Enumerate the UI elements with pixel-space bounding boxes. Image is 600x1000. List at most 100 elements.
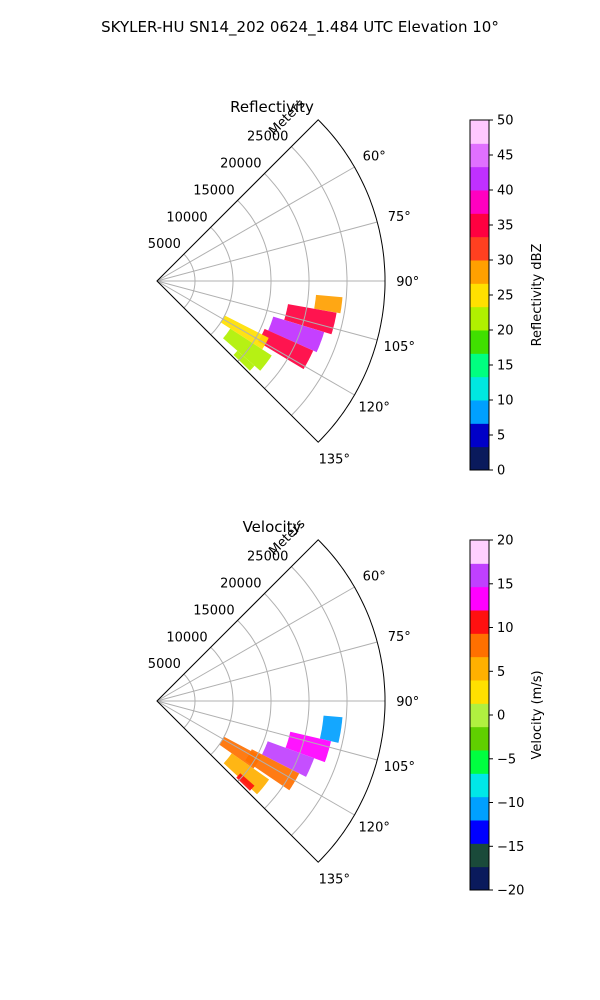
- panel-title: Velocity: [243, 518, 302, 536]
- colorbar-tick-label: 50: [497, 114, 514, 129]
- colorbar-tick-label: 35: [497, 219, 514, 234]
- colorbar-tick-label: −10: [497, 796, 524, 811]
- reflectivity-colorbar: 0 5 10 15 20 25 30 35 40 45 50: [469, 114, 514, 479]
- radial-tick-label: 10000: [166, 630, 207, 645]
- colorbar-tick-label: 10: [497, 621, 514, 636]
- colorbar-tick-label: −5: [497, 752, 516, 767]
- plot-frame: [156, 539, 386, 863]
- azimuth-tick-label: 90°: [396, 275, 419, 290]
- echo-region: [258, 328, 314, 370]
- colorbar-segment: [470, 376, 489, 401]
- azimuth-gridline: [156, 221, 378, 282]
- colorbar-tick-label: −20: [497, 884, 524, 899]
- azimuth-tick-label: 120°: [359, 820, 390, 835]
- echo-region: [223, 753, 270, 795]
- colorbar-segment: [470, 143, 489, 168]
- colorbar-tick-label: −15: [497, 840, 524, 855]
- colorbar-segment: [470, 260, 489, 284]
- azimuth-tick-label: 60°: [363, 570, 386, 585]
- colorbar-segment: [470, 843, 489, 868]
- azimuth-tick-label: 75°: [388, 630, 411, 645]
- colorbar-tick-label: 45: [497, 149, 514, 164]
- plot-frame: [156, 119, 386, 443]
- colorbar-tick-label: 20: [497, 534, 514, 549]
- echo-region: [319, 715, 343, 743]
- colorbar-segment: [470, 586, 489, 611]
- azimuth-gridline: [156, 280, 378, 341]
- colorbar-tick-label: 20: [497, 324, 514, 339]
- colorbar-tick-label: 40: [497, 184, 514, 199]
- colorbar-segment: [470, 703, 489, 728]
- colorbar-label: Velocity (m/s): [530, 670, 545, 759]
- echo-region: [233, 350, 255, 371]
- colorbar-segment: [470, 820, 489, 844]
- figure-title: SKYLER-HU SN14_202 0624_1.484 UTC Elevat…: [101, 18, 499, 37]
- velocity-panel: Velocity 5000 10000 15000 20000 25000 60° 75° 9…: [148, 517, 545, 899]
- colorbar-tick-label: 0: [497, 709, 505, 724]
- colorbar-segment: [470, 166, 489, 191]
- azimuth-gridline: [156, 586, 355, 702]
- colorbar-segment: [470, 656, 489, 681]
- radial-tick-label: 25000: [247, 130, 288, 145]
- echo-region: [285, 731, 331, 763]
- radial-tick-label: 20000: [220, 577, 261, 592]
- colorbar-segment: [470, 283, 489, 308]
- radial-tick-label: 25000: [247, 550, 288, 565]
- azimuth-gridline: [156, 280, 355, 396]
- colorbar-tick-label: 15: [497, 577, 514, 592]
- radial-tick-label: 5000: [148, 237, 181, 252]
- echo-region: [314, 294, 343, 314]
- colorbar-tick-label: 0: [497, 464, 505, 479]
- azimuth-tick-label: 105°: [384, 340, 415, 355]
- colorbar-segment: [470, 610, 489, 634]
- echo-region: [268, 316, 325, 353]
- radial-tick-label: 15000: [193, 603, 234, 618]
- azimuth-tick-label: 120°: [359, 400, 390, 415]
- echo-region: [262, 741, 315, 777]
- radial-tick-label: 20000: [220, 157, 261, 172]
- colorbar-segment: [470, 400, 489, 424]
- colorbar-segment: [470, 423, 489, 448]
- colorbar-segment: [470, 306, 489, 331]
- colorbar-segment: [470, 353, 489, 378]
- azimuth-tick-label: 105°: [384, 760, 415, 775]
- echo-region: [219, 736, 261, 769]
- echo-region: [284, 304, 337, 335]
- echo-region: [220, 315, 269, 350]
- azimuth-tick-label: 75°: [388, 210, 411, 225]
- azimuth-tick-label: 90°: [396, 695, 419, 710]
- colorbar-segment: [470, 796, 489, 821]
- reflectivity-polar-plot: 5000 10000 15000 20000 25000 60° 75° 90° 105° 120…: [148, 119, 419, 467]
- colorbar-segment: [470, 330, 489, 354]
- colorbar-segment: [470, 726, 489, 751]
- azimuth-gridline: [156, 166, 355, 282]
- colorbar-tick-label: 30: [497, 254, 514, 269]
- colorbar-segment: [470, 213, 489, 238]
- colorbar-segment: [470, 680, 489, 704]
- reflectivity-panel: Reflectivity 5000 10000 15000 20000 25000 60°…: [148, 97, 545, 479]
- azimuth-tick-label: 135°: [319, 872, 350, 887]
- azimuth-gridline: [156, 700, 378, 761]
- radial-tick-label: 10000: [166, 210, 207, 225]
- colorbar-segment: [470, 236, 489, 261]
- colorbar-tick-label: 25: [497, 289, 514, 304]
- colorbar-segment: [470, 190, 489, 214]
- colorbar-tick-label: 5: [497, 665, 505, 680]
- velocity-colorbar: −20 −15 −10 −5 0 5 10 15 20: [469, 534, 524, 899]
- colorbar-segment: [470, 633, 489, 658]
- colorbar-segment: [470, 563, 489, 588]
- colorbar-tick-label: 15: [497, 359, 514, 374]
- panel-title: Reflectivity: [230, 98, 314, 116]
- azimuth-tick-label: 135°: [319, 452, 350, 467]
- colorbar-segment: [470, 750, 489, 774]
- colorbar-segment: [470, 446, 489, 471]
- colorbar-segment: [470, 773, 489, 798]
- azimuth-gridline: [156, 700, 355, 816]
- radial-tick-label: 15000: [193, 183, 234, 198]
- colorbar-segment: [470, 120, 489, 144]
- colorbar-segment: [470, 540, 489, 564]
- colorbar-segment: [470, 866, 489, 891]
- velocity-polar-plot: 5000 10000 15000 20000 25000 60° 75° 90° 105° 120…: [148, 539, 419, 887]
- colorbar-label: Reflectivity dBZ: [530, 244, 545, 347]
